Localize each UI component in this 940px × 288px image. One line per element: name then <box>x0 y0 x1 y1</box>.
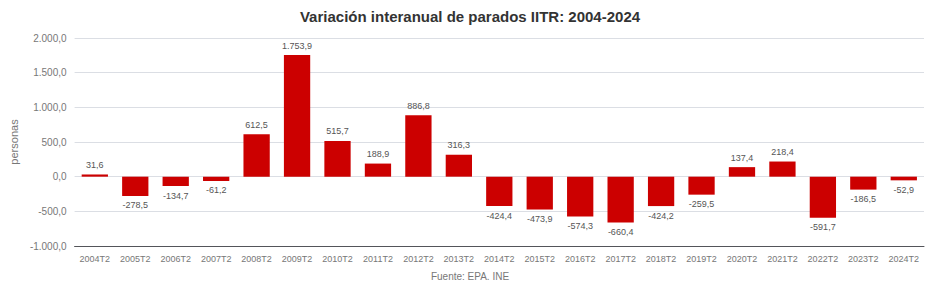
svg-text:-473,9: -473,9 <box>527 214 553 224</box>
svg-text:-574,3: -574,3 <box>567 221 593 231</box>
svg-text:218,4: 218,4 <box>771 147 794 157</box>
svg-text:886,8: 886,8 <box>407 101 430 111</box>
svg-text:2008T2: 2008T2 <box>241 254 272 264</box>
svg-text:1.753,9: 1.753,9 <box>282 41 312 51</box>
svg-text:2010T2: 2010T2 <box>322 254 353 264</box>
svg-text:137,4: 137,4 <box>731 153 754 163</box>
svg-text:188,9: 188,9 <box>367 149 390 159</box>
svg-text:2019T2: 2019T2 <box>686 254 717 264</box>
svg-text:31,6: 31,6 <box>86 160 104 170</box>
svg-text:-186,5: -186,5 <box>851 194 877 204</box>
svg-text:2012T2: 2012T2 <box>403 254 434 264</box>
svg-text:2023T2: 2023T2 <box>848 254 879 264</box>
svg-text:-591,7: -591,7 <box>810 222 836 232</box>
svg-text:-1.000,0: -1.000,0 <box>30 241 67 252</box>
svg-text:2013T2: 2013T2 <box>444 254 475 264</box>
svg-text:-259,5: -259,5 <box>689 199 715 209</box>
svg-text:500,0: 500,0 <box>42 137 67 148</box>
svg-text:-660,4: -660,4 <box>608 227 634 237</box>
svg-text:-52,9: -52,9 <box>894 185 915 195</box>
svg-text:515,7: 515,7 <box>326 126 349 136</box>
svg-text:2005T2: 2005T2 <box>120 254 151 264</box>
svg-text:-500,0: -500,0 <box>38 206 67 217</box>
svg-text:Variación interanual de parado: Variación interanual de parados IITR: 20… <box>300 8 641 25</box>
svg-text:2009T2: 2009T2 <box>282 254 313 264</box>
svg-text:2022T2: 2022T2 <box>808 254 839 264</box>
svg-text:2006T2: 2006T2 <box>160 254 191 264</box>
svg-text:-61,2: -61,2 <box>206 185 227 195</box>
svg-text:2015T2: 2015T2 <box>524 254 555 264</box>
svg-text:612,5: 612,5 <box>245 120 268 130</box>
svg-text:2018T2: 2018T2 <box>646 254 677 264</box>
svg-text:2016T2: 2016T2 <box>565 254 596 264</box>
svg-text:2.000,0: 2.000,0 <box>33 33 67 44</box>
svg-text:2007T2: 2007T2 <box>201 254 232 264</box>
svg-text:1.500,0: 1.500,0 <box>33 67 67 78</box>
svg-text:-424,4: -424,4 <box>487 211 513 221</box>
svg-text:Fuente: EPA. INE: Fuente: EPA. INE <box>431 271 510 282</box>
svg-text:-134,7: -134,7 <box>163 191 189 201</box>
svg-text:-424,2: -424,2 <box>648 211 674 221</box>
svg-text:2020T2: 2020T2 <box>727 254 758 264</box>
svg-text:2004T2: 2004T2 <box>80 254 111 264</box>
svg-text:0,0: 0,0 <box>53 171 67 182</box>
svg-text:-278,5: -278,5 <box>123 200 149 210</box>
svg-text:2021T2: 2021T2 <box>767 254 798 264</box>
svg-text:personas: personas <box>8 119 20 165</box>
svg-text:2014T2: 2014T2 <box>484 254 515 264</box>
svg-text:1.000,0: 1.000,0 <box>33 102 67 113</box>
svg-text:2017T2: 2017T2 <box>605 254 636 264</box>
svg-text:316,3: 316,3 <box>448 140 471 150</box>
svg-text:2011T2: 2011T2 <box>363 254 393 264</box>
svg-text:2024T2: 2024T2 <box>889 254 920 264</box>
